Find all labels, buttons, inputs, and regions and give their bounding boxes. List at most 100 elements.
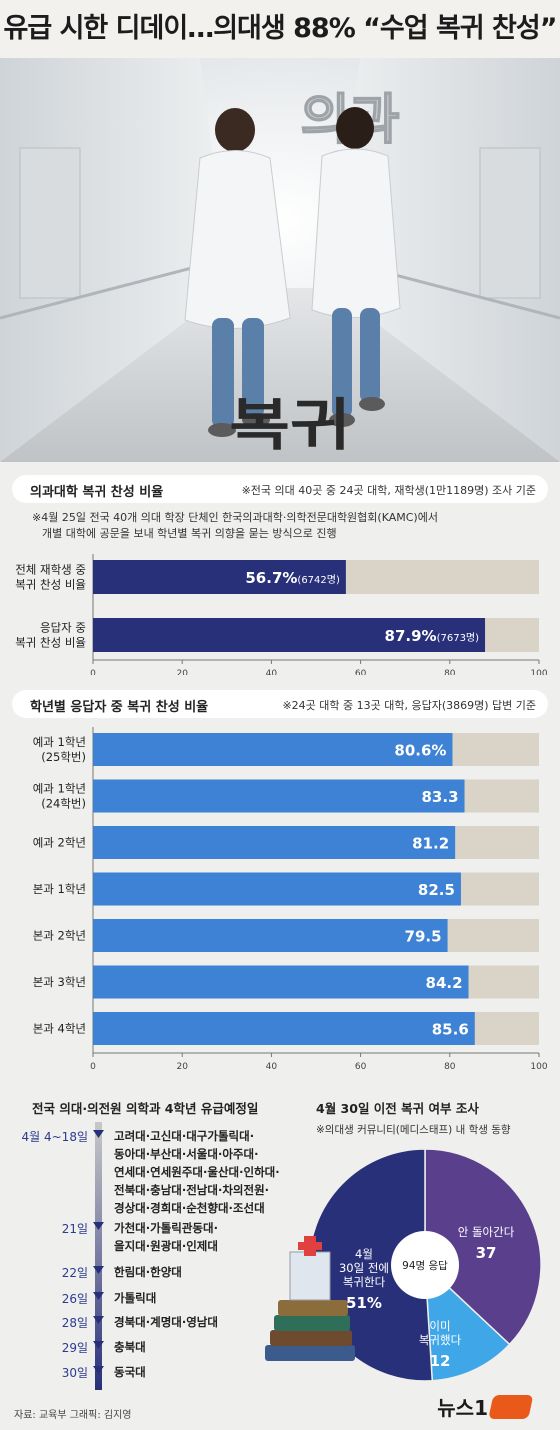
university-line: 을지대·원광대·인제대 — [114, 1239, 218, 1253]
x-tick-label: 20 — [176, 669, 188, 675]
university-line: 한림대·한양대 — [114, 1265, 182, 1279]
hero-photo: 의과 복귀 — [0, 58, 560, 462]
pie-slice-value: 37 — [476, 1244, 497, 1262]
category-label: 본과 2학년 — [33, 929, 86, 943]
doctor-left — [184, 108, 291, 437]
timeline-date: 29일 — [61, 1341, 88, 1355]
source-credit: 자료: 교육부 그래픽: 김지영 — [14, 1410, 132, 1421]
timeline-marker — [93, 1341, 104, 1349]
bar — [93, 618, 486, 652]
category-label: 예과 1학년 — [33, 735, 86, 749]
x-tick-label: 100 — [530, 669, 547, 675]
category-label: 예과 2학년 — [33, 836, 86, 850]
pie-center — [391, 1231, 459, 1299]
timeline-marker — [93, 1366, 104, 1374]
timeline-universities: 경북대·계명대·영남대 — [114, 1313, 300, 1331]
pie-slice-label: 안 돌아간다 — [458, 1225, 515, 1239]
category-label: 예과 1학년 — [33, 782, 86, 796]
timeline-universities: 고려대·고신대·대구가톨릭대· 동아대·부산대·서울대·아주대· 연세대·연세원주대… — [114, 1127, 300, 1217]
section1-detail-1: ※4월 25일 전국 40개 의대 학장 단체인 한국의과대학·의학전문대학원협… — [32, 511, 438, 524]
bar — [93, 733, 453, 766]
x-tick-label: 40 — [266, 669, 278, 675]
pie-slice-label: 4월 — [355, 1247, 373, 1261]
bar — [93, 826, 456, 859]
bar — [93, 872, 461, 906]
university-line: 연세대·연세원주대·울산대·인하대· — [114, 1165, 280, 1179]
bar — [93, 1012, 475, 1045]
data-label: 81.2 — [412, 835, 449, 853]
x-tick-label: 60 — [355, 669, 367, 675]
section1-header: 의과대학 복귀 찬성 비율 ※전국 의대 40곳 중 24곳 대학, 재학생(1… — [0, 475, 560, 503]
pie-slice-label: 30일 전에 — [339, 1261, 389, 1275]
category-label: (25학번) — [41, 750, 86, 764]
data-label: 84.2 — [426, 974, 463, 992]
category-label: (24학번) — [41, 797, 86, 811]
bar — [93, 965, 469, 999]
x-tick-label: 60 — [355, 1062, 367, 1070]
category-label: 본과 1학년 — [33, 882, 86, 896]
headline: 유급 시한 디데이…의대생 88% “수업 복귀 찬성” — [0, 0, 560, 58]
pie-slice-label: 이미 — [429, 1319, 450, 1333]
timeline-date: 22일 — [61, 1266, 88, 1280]
timeline-marker — [93, 1292, 104, 1300]
section1-note: ※전국 의대 40곳 중 24곳 대학, 재학생(1만1189명) 조사 기준 — [241, 484, 536, 497]
timeline-marker — [93, 1266, 104, 1274]
pie-center-label: 94명 응답 — [402, 1260, 448, 1272]
timeline-date: 28일 — [61, 1316, 88, 1330]
timeline-marker — [93, 1222, 104, 1230]
timeline-universities: 충북대 — [114, 1338, 300, 1356]
university-line: 가톨릭대 — [114, 1291, 157, 1305]
x-tick-label: 0 — [90, 669, 96, 675]
university-line: 경상대·경희대·순천향대·조선대 — [114, 1201, 265, 1215]
pie-slice — [424, 1148, 542, 1346]
pie-slice-value: 12 — [430, 1352, 451, 1370]
data-label: 83.3 — [422, 788, 459, 806]
timeline-universities: 동국대 — [114, 1363, 300, 1381]
logo-text: 뉴스1 — [437, 1396, 488, 1420]
bar — [93, 919, 448, 952]
university-line: 가천대·가톨릭관동대· — [114, 1221, 218, 1235]
timeline-date: 21일 — [61, 1222, 88, 1236]
university-line: 고려대·고신대·대구가톨릭대· — [114, 1129, 255, 1143]
timeline-marker — [93, 1316, 104, 1324]
pie-note: ※의대생 커뮤니티(메디스태프) 내 학생 동향 — [316, 1124, 511, 1136]
section2-note: ※24곳 대학 중 13곳 대학, 응답자(3869명) 답변 기준 — [282, 699, 536, 712]
university-line: 충북대 — [114, 1340, 146, 1354]
section1-detail-2: 개별 대학에 공문을 보내 학년별 복귀 의향을 묻는 방식으로 진행 — [42, 527, 337, 540]
books-hospital-illustration — [265, 1236, 355, 1361]
x-tick-label: 40 — [266, 1062, 278, 1070]
timeline-date: 4월 4~18일 — [21, 1130, 89, 1144]
timeline-universities: 가톨릭대 — [114, 1289, 300, 1307]
floor-text: 복귀 — [229, 393, 350, 458]
pie-slice-value: 51% — [346, 1294, 382, 1312]
timeline-title: 전국 의대·의전원 의학과 4학년 유급예정일 — [32, 1101, 259, 1116]
category-label: 복귀 찬성 비율 — [15, 636, 86, 650]
timeline-date: 26일 — [61, 1292, 88, 1306]
university-line: 경북대·계명대·영남대 — [114, 1315, 218, 1329]
section2-header: 학년별 응답자 중 복귀 찬성 비율 ※24곳 대학 중 13곳 대학, 응답자… — [0, 690, 560, 718]
timeline-universities: 한림대·한양대 — [114, 1263, 300, 1281]
category-label: 응답자 중 — [40, 621, 86, 635]
data-label: 56.7%(6742명) — [245, 569, 340, 587]
university-line: 동아대·부산대·서울대·아주대· — [114, 1147, 259, 1161]
data-label: 87.9%(7673명) — [385, 627, 480, 645]
timeline-marker — [93, 1130, 104, 1138]
hallway-illustration: 의과 복귀 — [0, 58, 560, 462]
category-label: 복귀 찬성 비율 — [15, 578, 86, 592]
timeline-arrow — [93, 1122, 104, 1390]
pie-slice-label: 복귀했다 — [419, 1333, 462, 1347]
timeline-bar — [95, 1122, 102, 1390]
timeline-universities: 가천대·가톨릭관동대· 을지대·원광대·인제대 — [114, 1219, 300, 1255]
category-label: 본과 3학년 — [33, 975, 86, 989]
bar — [93, 779, 465, 813]
pie-title: 4월 30일 이전 복귀 여부 조사 — [316, 1101, 479, 1116]
x-tick-label: 80 — [444, 1062, 456, 1070]
university-line: 동국대 — [114, 1365, 146, 1379]
data-label: 82.5 — [418, 881, 455, 899]
data-label: 80.6% — [394, 742, 446, 760]
x-tick-label: 100 — [530, 1062, 547, 1070]
pie-slice-label: 복귀한다 — [343, 1275, 386, 1289]
x-tick-label: 80 — [444, 669, 456, 675]
